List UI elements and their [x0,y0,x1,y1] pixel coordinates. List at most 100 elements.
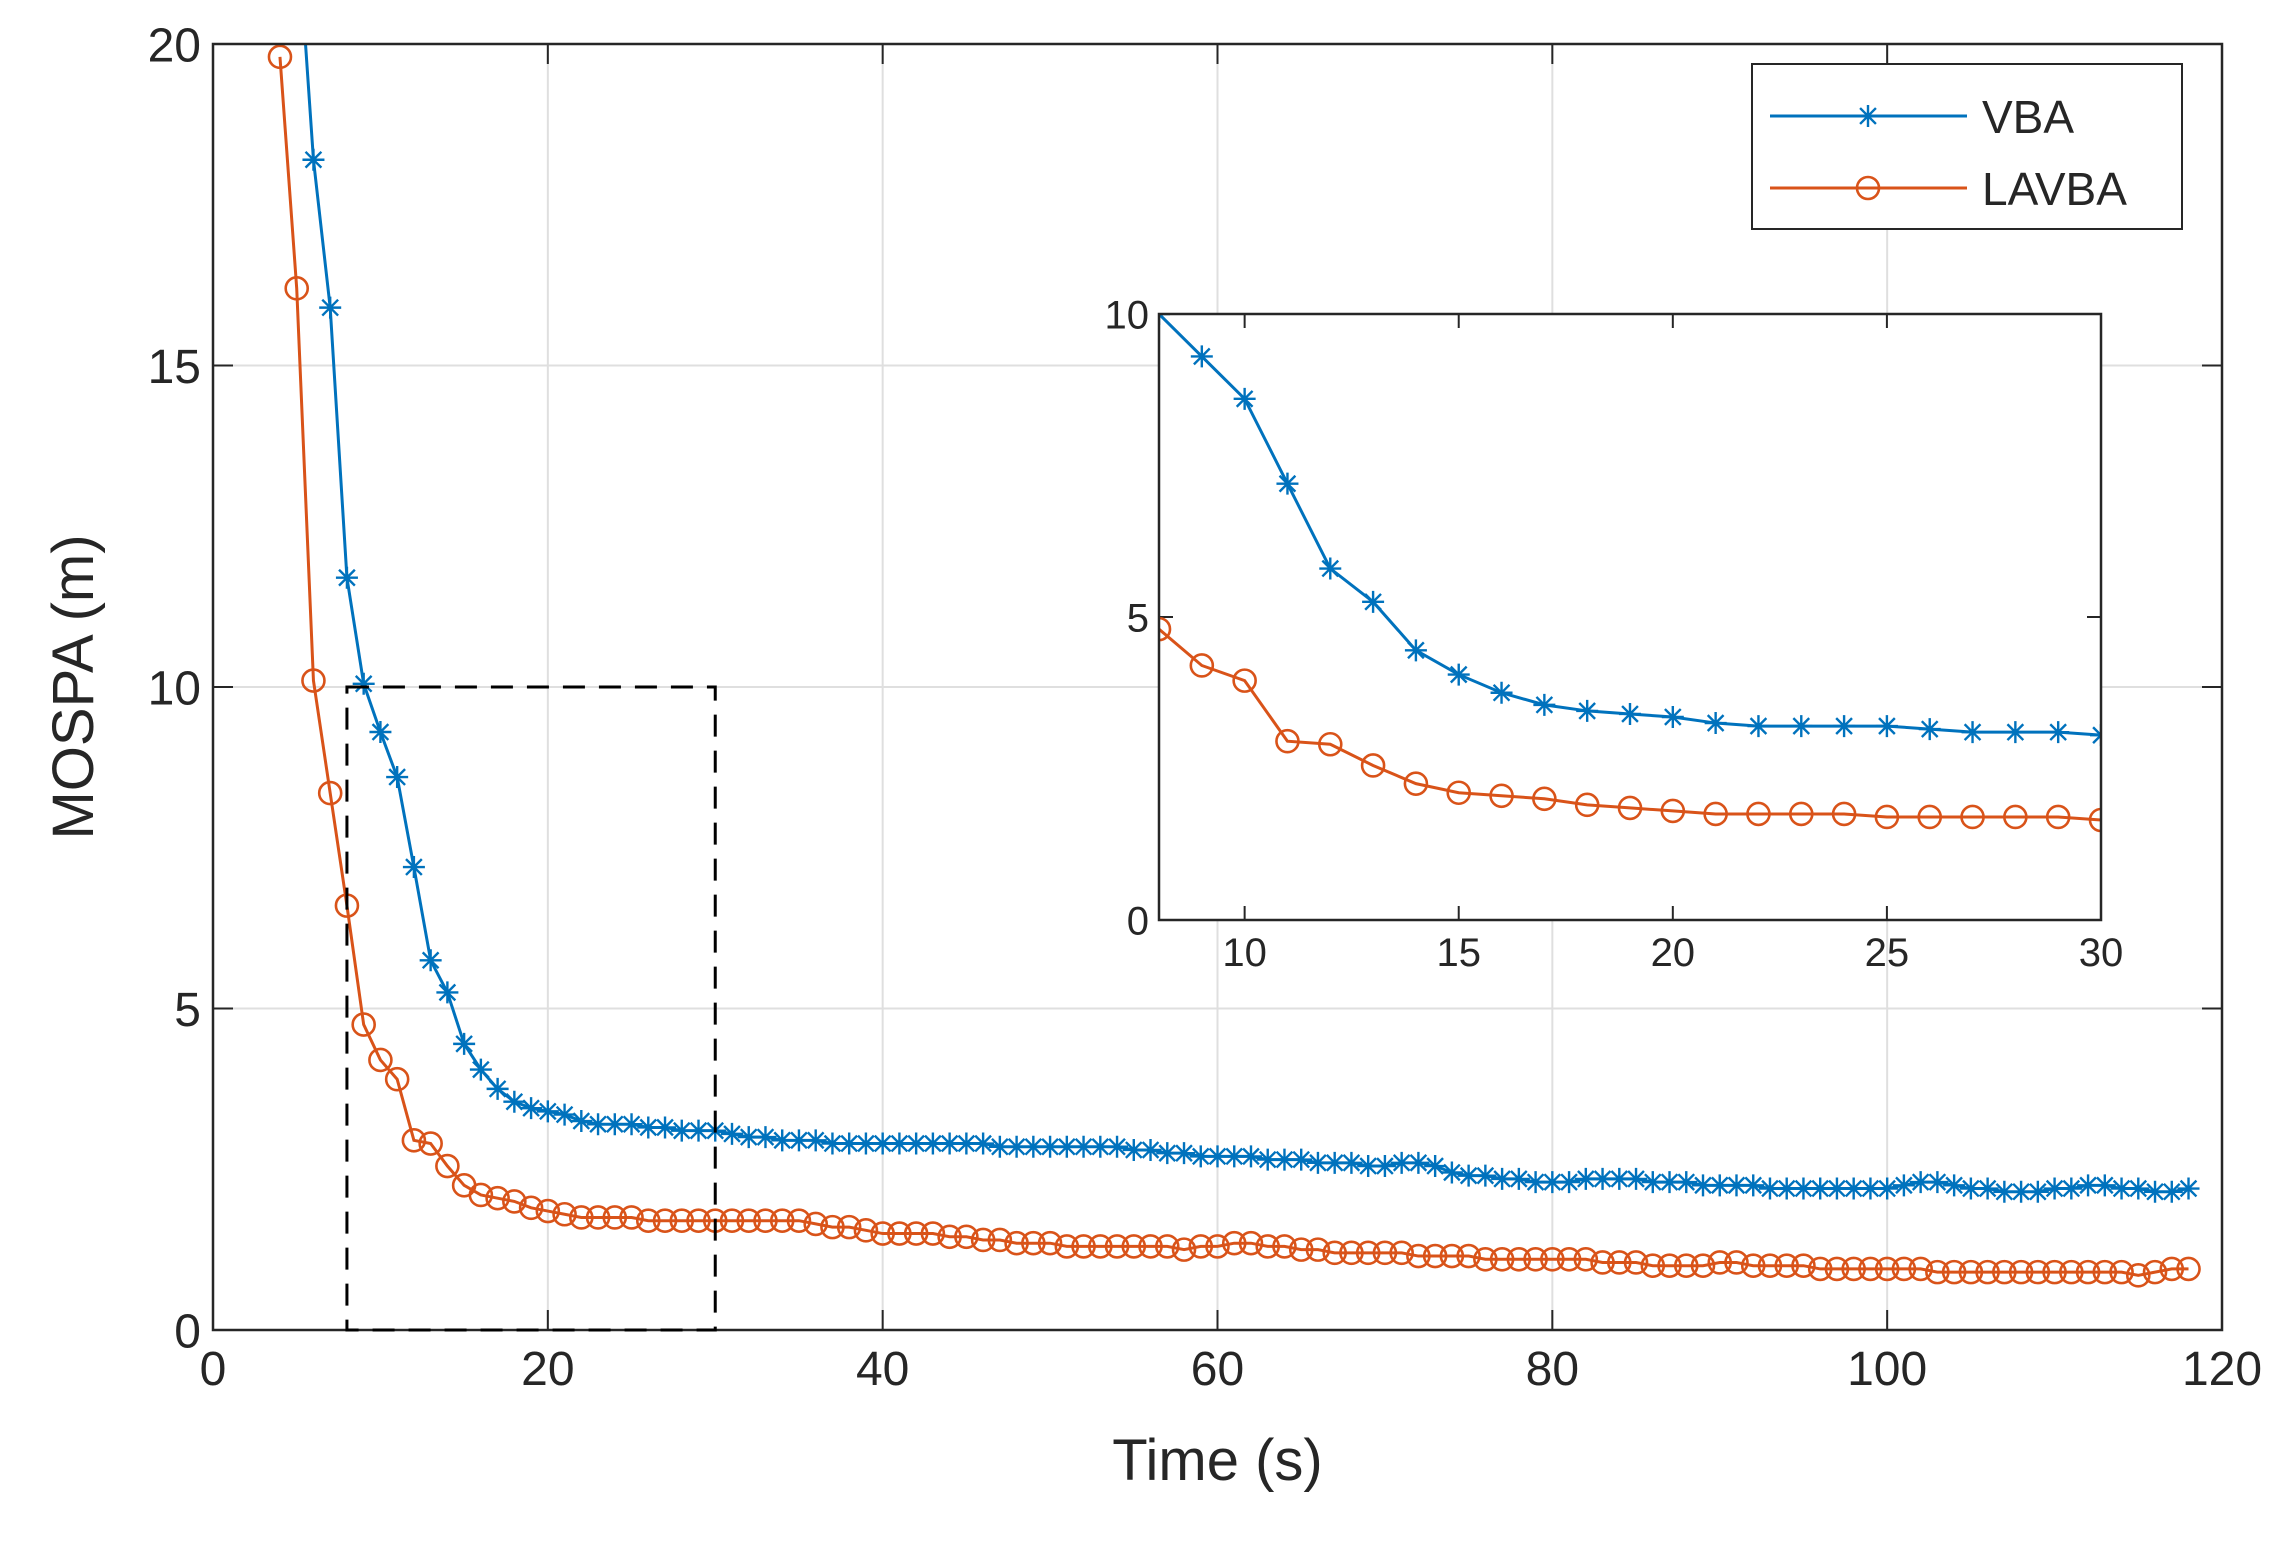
marker [753,1208,778,1233]
marker [2075,1259,2101,1285]
marker [1658,1171,1681,1194]
marker [1121,1234,1147,1259]
series-layer [1159,314,2101,833]
marker [1491,1167,1514,1190]
marker [1831,801,1857,827]
marker [1540,1246,1565,1272]
marker [2043,1177,2066,1200]
marker [1788,801,1814,827]
marker [954,1224,979,1250]
marker [2110,1177,2133,1200]
marker [1556,1246,1582,1272]
marker [570,1110,593,1133]
marker [1619,702,1641,725]
marker [518,1195,544,1221]
marker [787,1129,810,1152]
marker [1039,1135,1062,1158]
marker [419,949,442,972]
marker [1319,557,1342,580]
marker [2077,1174,2100,1197]
marker [2059,1259,2084,1285]
marker [369,721,392,744]
marker [1205,1234,1230,1259]
marker [1288,1237,1314,1262]
marker [686,1208,711,1233]
marker [820,1214,845,1240]
marker [1188,1234,1214,1259]
marker [319,296,342,319]
marker [1054,1234,1080,1259]
y-tick-label: 0 [1127,899,1149,943]
marker [2125,1263,2151,1288]
plot-area [1159,314,2101,920]
marker [1703,801,1728,827]
marker [485,1185,510,1211]
marker [1022,1135,1045,1158]
marker [1223,1145,1246,1168]
marker [335,566,358,589]
marker [603,1113,626,1136]
marker [587,1113,610,1136]
marker [2047,721,2070,744]
marker [1072,1135,1095,1158]
marker [368,1047,393,1073]
marker [1037,1230,1063,1256]
marker [1171,1237,1197,1262]
marker [1323,1151,1346,1174]
marker [1138,1234,1163,1259]
legend-label: LAVBA [1982,163,2127,215]
marker [1373,1155,1396,1178]
y-tick-label: 15 [148,341,201,394]
marker [972,1132,995,1155]
marker [1306,1151,1329,1174]
marker [1447,663,1470,686]
y-tick-label: 20 [148,19,201,72]
marker [585,1205,611,1230]
marker [552,1201,577,1227]
marker [1625,1167,1648,1190]
marker [1757,1253,1783,1278]
marker [1159,616,1172,642]
marker [1404,639,1427,662]
marker [351,1012,376,1037]
marker [1941,1259,1967,1285]
marker [1275,728,1300,754]
marker [836,1214,862,1240]
marker [1661,705,1684,728]
marker [1558,1171,1581,1194]
marker [1439,1243,1465,1269]
marker [905,1132,928,1155]
legend-marker [1855,175,1881,201]
marker [1841,1256,1866,1282]
marker [1456,1243,1481,1269]
marker [920,1221,946,1246]
marker [888,1132,911,1155]
marker [2060,1177,2083,1200]
marker [1917,804,1943,830]
marker [955,1132,978,1155]
marker [1608,1167,1631,1190]
marker [871,1132,894,1155]
x-tick-label: 0 [200,1343,227,1396]
marker [1340,1151,1363,1174]
marker [1993,1180,2016,1203]
marker [536,1100,559,1123]
marker [1362,590,1385,613]
marker [1424,1155,1447,1178]
marker [853,1218,879,1243]
marker [418,1131,443,1156]
marker [1574,792,1600,818]
marker [1607,1250,1632,1275]
marker [1189,653,1215,678]
marker [1724,1250,1749,1275]
marker [903,1221,929,1246]
x-tick-label: 20 [1651,931,1696,975]
marker [1533,693,1556,716]
marker [2177,1177,2200,1200]
marker [1360,753,1386,778]
marker [1154,1234,1180,1259]
marker [938,1132,961,1155]
marker [2010,1180,2033,1203]
x-tick-label: 20 [521,1343,574,1396]
